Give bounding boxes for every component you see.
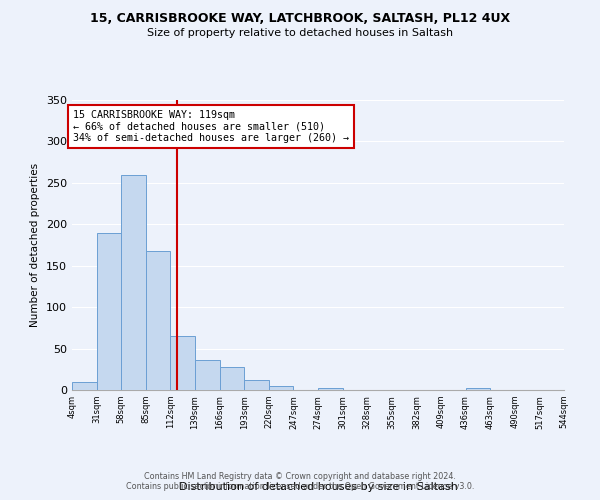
Text: Size of property relative to detached houses in Saltash: Size of property relative to detached ho…: [147, 28, 453, 38]
Bar: [244, 380, 269, 390]
Text: Contains public sector information licensed under the Open Government Licence v3: Contains public sector information licen…: [126, 482, 474, 491]
Bar: [318, 388, 343, 390]
Bar: [220, 367, 244, 390]
Bar: [466, 388, 490, 390]
Bar: [195, 360, 220, 390]
Bar: [72, 382, 97, 390]
Bar: [146, 251, 170, 390]
Bar: [170, 336, 195, 390]
Bar: [269, 386, 293, 390]
Text: 15 CARRISBROOKE WAY: 119sqm
← 66% of detached houses are smaller (510)
34% of se: 15 CARRISBROOKE WAY: 119sqm ← 66% of det…: [73, 110, 349, 143]
Y-axis label: Number of detached properties: Number of detached properties: [31, 163, 40, 327]
Bar: [97, 232, 121, 390]
X-axis label: Distribution of detached houses by size in Saltash: Distribution of detached houses by size …: [179, 482, 457, 492]
Text: 15, CARRISBROOKE WAY, LATCHBROOK, SALTASH, PL12 4UX: 15, CARRISBROOKE WAY, LATCHBROOK, SALTAS…: [90, 12, 510, 26]
Text: Contains HM Land Registry data © Crown copyright and database right 2024.: Contains HM Land Registry data © Crown c…: [144, 472, 456, 481]
Bar: [121, 174, 146, 390]
